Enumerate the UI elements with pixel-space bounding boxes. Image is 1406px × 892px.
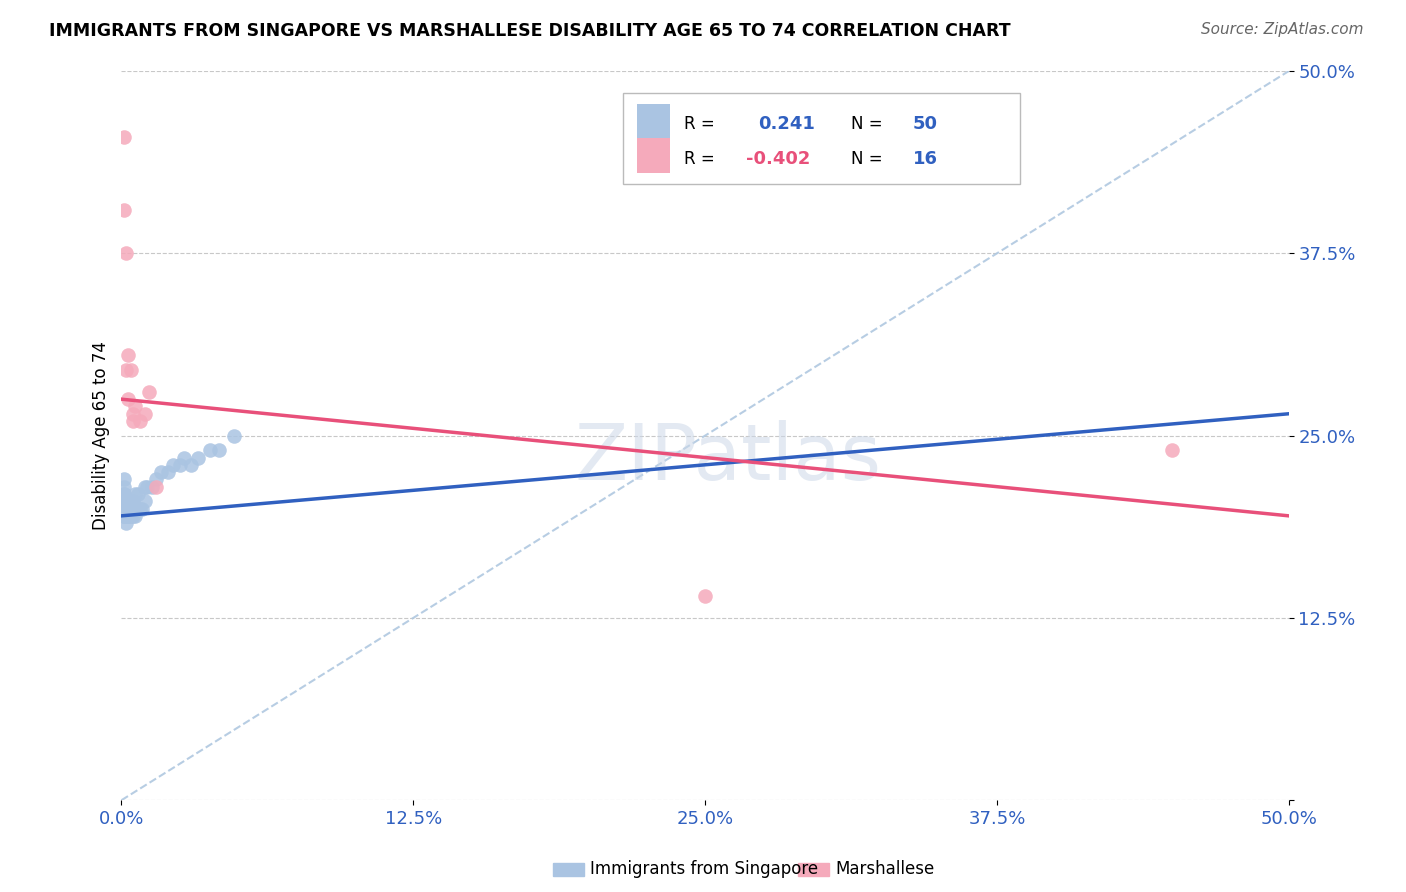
Point — [112, 472, 135, 486]
Point — [157, 465, 180, 479]
Point — [693, 589, 716, 603]
Point — [1161, 443, 1184, 458]
Point — [115, 508, 138, 523]
Text: IMMIGRANTS FROM SINGAPORE VS MARSHALLESE DISABILITY AGE 65 TO 74 CORRELATION CHA: IMMIGRANTS FROM SINGAPORE VS MARSHALLESE… — [49, 22, 1011, 40]
Point — [141, 480, 163, 494]
Point — [120, 494, 142, 508]
FancyBboxPatch shape — [623, 93, 1021, 184]
Point — [115, 246, 138, 260]
Point — [112, 494, 135, 508]
Point — [120, 508, 142, 523]
Point — [112, 129, 135, 144]
Point — [120, 363, 142, 377]
Point — [115, 508, 138, 523]
Point — [134, 494, 156, 508]
Text: 0.241: 0.241 — [758, 115, 814, 133]
Point — [112, 480, 135, 494]
Point — [145, 472, 167, 486]
Point — [117, 501, 139, 516]
Text: Source: ZipAtlas.com: Source: ZipAtlas.com — [1201, 22, 1364, 37]
Point — [112, 487, 135, 501]
Point — [131, 501, 153, 516]
Point — [115, 363, 138, 377]
Point — [198, 443, 221, 458]
Point — [117, 392, 139, 407]
Point — [112, 487, 135, 501]
Text: 16: 16 — [912, 150, 938, 168]
Point — [115, 501, 138, 516]
Point — [136, 480, 159, 494]
Text: -0.402: -0.402 — [747, 150, 810, 168]
Point — [127, 501, 149, 516]
Point — [173, 450, 195, 465]
FancyBboxPatch shape — [637, 103, 671, 139]
Point — [134, 407, 156, 421]
Text: ZIPatlas: ZIPatlas — [575, 419, 882, 496]
Point — [115, 501, 138, 516]
Point — [129, 414, 152, 428]
Point — [117, 501, 139, 516]
Point — [115, 508, 138, 523]
Point — [115, 516, 138, 530]
Point — [112, 501, 135, 516]
Text: Immigrants from Singapore: Immigrants from Singapore — [591, 860, 818, 878]
Point — [122, 407, 145, 421]
Point — [208, 443, 231, 458]
Point — [122, 508, 145, 523]
Point — [117, 508, 139, 523]
Text: R =: R = — [685, 150, 720, 168]
Point — [115, 508, 138, 523]
Point — [112, 508, 135, 523]
Point — [138, 384, 160, 399]
Text: N =: N = — [851, 150, 883, 168]
Point — [180, 458, 202, 472]
Point — [122, 414, 145, 428]
Point — [112, 202, 135, 217]
Point — [127, 487, 149, 501]
Point — [117, 508, 139, 523]
Point — [117, 494, 139, 508]
Point — [169, 458, 191, 472]
FancyBboxPatch shape — [637, 138, 671, 173]
Y-axis label: Disability Age 65 to 74: Disability Age 65 to 74 — [93, 342, 110, 530]
Point — [117, 348, 139, 362]
Point — [122, 494, 145, 508]
Point — [187, 450, 209, 465]
Point — [150, 465, 173, 479]
Text: Marshallese: Marshallese — [835, 860, 935, 878]
Point — [222, 428, 245, 442]
Point — [134, 480, 156, 494]
Point — [124, 487, 146, 501]
Text: 50: 50 — [912, 115, 938, 133]
Point — [115, 494, 138, 508]
Point — [145, 480, 167, 494]
Point — [122, 501, 145, 516]
Point — [120, 501, 142, 516]
Point — [112, 501, 135, 516]
Point — [124, 508, 146, 523]
Text: R =: R = — [685, 115, 720, 133]
Point — [112, 508, 135, 523]
Point — [162, 458, 184, 472]
Text: N =: N = — [851, 115, 883, 133]
Point — [112, 508, 135, 523]
Point — [129, 501, 152, 516]
Point — [124, 400, 146, 414]
